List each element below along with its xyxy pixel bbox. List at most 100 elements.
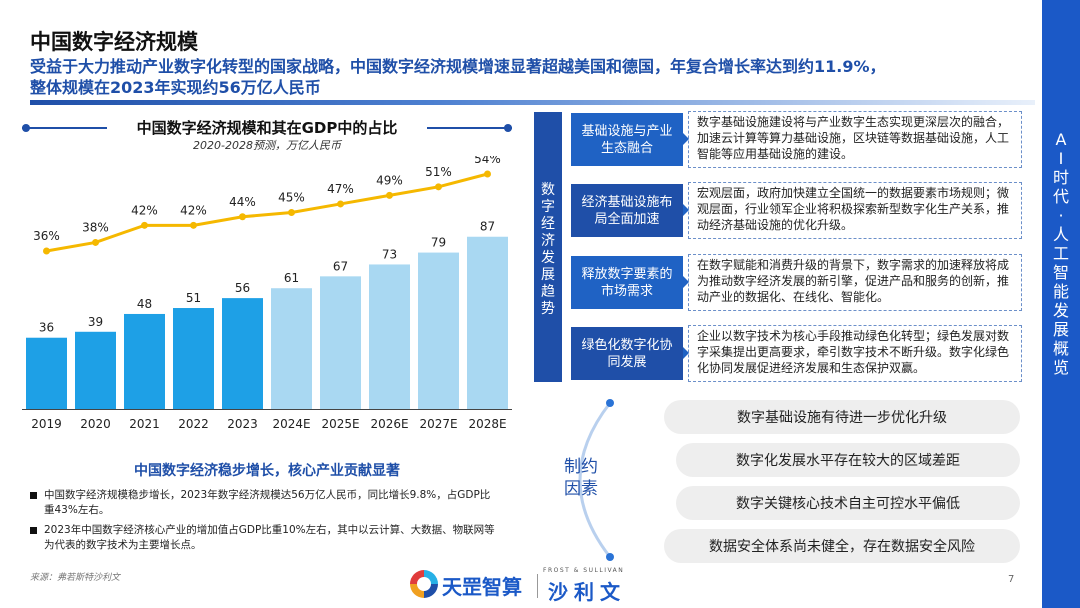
subtitle-line-1: 受益于大力推动产业数字化转型的国家战略，中国数字经济规模增速显著超越美国和德国，… [30,57,886,76]
bar-2019 [26,337,67,409]
side-char: 展 [1052,320,1069,339]
summary-title: 中国数字经济稳步增长，核心产业贡献显著 [134,463,400,479]
bar-value-label: 79 [431,236,446,250]
arc-dot [606,399,614,407]
gdp-share-label: 36% [33,229,60,243]
arrow-right-icon [683,347,689,359]
trend-title-3: 释放数字要素的市场需求 [571,256,683,309]
constraints-label-line: 因素 [564,479,598,499]
bar-value-label: 39 [88,315,103,329]
side-char: 发 [1052,301,1069,320]
bar-value-label: 87 [480,220,495,234]
side-char: 览 [1052,358,1069,377]
footer-logos: 天罡智算 FROST & SULLIVAN 沙利文 [410,566,640,606]
bar-2020 [75,331,116,409]
gdp-share-point [92,238,99,246]
subtitle-line-2: 整体规模在2023年实现约56万亿人民币 [30,78,321,97]
x-tick-label: 2028E [468,417,506,431]
side-char: 代 [1052,187,1069,206]
side-char: 人 [1052,225,1069,244]
arrow-right-icon [683,204,689,216]
side-band-text: A I 时 代 · 人 工 智 能 发 展 概 览 [1042,130,1080,377]
bar-2026E [369,264,410,409]
trend-desc-3: 在数字赋能和消费升级的背景下，数字需求的加速释放将成为推动数字经济发展的新引擎，… [688,254,1022,311]
bar-2024E [271,288,312,409]
gdp-share-label: 42% [180,203,207,217]
bar-value-label: 61 [284,271,299,285]
trend-title-4: 绿色化数字化协同发展 [571,327,683,380]
sullivan-cn-logo: 沙利文 [548,580,626,604]
x-tick-label: 2023 [227,417,258,431]
digital-economy-chart: 36 2019 39 2020 48 2021 51 2022 56 2023 61 2024E 67 2… [22,156,512,431]
trend-label-char: 济 [541,233,555,249]
arrow-right-icon [683,133,689,145]
gdp-share-label: 38% [82,220,109,234]
bar-2025E [320,276,361,409]
constraint-item-1: 数字基础设施有待进一步优化升级 [664,400,1020,434]
gdp-share-line [46,172,488,253]
bar-value-label: 67 [333,259,348,273]
bar-2022 [173,308,214,409]
x-tick-label: 2019 [31,417,62,431]
brand-name: 天罡智算 [442,575,522,599]
trend-label-char: 经 [541,216,555,232]
trend-label-char: 趋 [541,284,555,300]
chart-title: 中国数字经济规模和其在GDP中的占比 [136,119,398,137]
gdp-share-label: 51% [425,165,452,179]
trend-label-char: 展 [541,267,555,283]
gdp-share-point [141,221,148,229]
bar-value-label: 36 [39,321,54,335]
gdp-share-label: 44% [229,195,256,209]
frost-sullivan-wordmark: FROST & SULLIVAN [543,567,625,574]
trend-title-1: 基础设施与产业生态融合 [571,113,683,166]
gdp-share-point [386,191,393,199]
bar-2021 [124,313,165,409]
side-char: 工 [1052,244,1069,263]
constraints-label: 制约 因素 [556,456,606,500]
side-char: 能 [1052,282,1069,301]
gdp-share-point [435,183,442,191]
summary-bullets: 中国数字经济规模稳步增长，2023年数字经济规模达56万亿人民币，同比增长9.8… [30,488,500,558]
trend-title-2: 经济基础设施布局全面加速 [571,184,683,237]
chart-subtitle: 2020-2028预测，万亿人民币 [193,139,341,152]
side-char: 概 [1052,339,1069,358]
logo-divider [537,574,538,598]
gdp-share-label: 42% [131,203,158,217]
bar-value-label: 51 [186,291,201,305]
trend-desc-4: 企业以数字技术为核心手段推动绿色化转型；绿色发展对数字采集提出更高要求，牵引数字… [688,325,1022,382]
decor-line [22,127,107,129]
x-tick-label: 2025E [321,417,359,431]
side-char: 智 [1052,263,1069,282]
title-underline [30,100,1035,105]
x-tick-label: 2024E [272,417,310,431]
bullet-item: 2023年中国数字经济核心产业的增加值占GDP比重10%左右，其中以云计算、大数… [30,523,500,553]
constraint-item-2: 数字化发展水平存在较大的区域差距 [676,443,1020,477]
decor-line [427,127,512,129]
trend-label-char: 发 [541,250,555,266]
x-tick-label: 2022 [178,417,209,431]
bar-2023 [222,298,263,409]
arc-line [578,402,612,558]
chart-header: 中国数字经济规模和其在GDP中的占比 2020-2028预测，万亿人民币 [22,116,512,156]
side-band [1042,0,1080,608]
gdp-share-point [288,209,295,216]
arrow-right-icon [683,276,689,288]
page-title: 中国数字经济规模 [30,30,198,54]
constraint-item-4: 数据安全体系尚未健全，存在数据安全风险 [664,529,1020,563]
gdp-share-point [484,170,491,178]
bar-2028E [467,236,508,409]
gdp-share-point [337,200,344,208]
gdp-share-point [239,213,246,221]
constraint-item-3: 数字关键核心技术自主可控水平偏低 [676,486,1020,520]
trend-label-char: 势 [541,301,555,317]
trend-desc-1: 数字基础设施建设将与产业数字生态实现更深层次的融合，加速云计算等算力基础设施，区… [688,111,1022,168]
bullet-item: 中国数字经济规模稳步增长，2023年数字经济规模达56万亿人民币，同比增长9.8… [30,488,500,518]
gdp-share-label: 54% [474,156,501,166]
x-tick-label: 2021 [129,417,160,431]
gdp-share-label: 45% [278,191,305,205]
bar-value-label: 73 [382,247,397,261]
brand-logo-icon [410,570,438,598]
page-subtitle: 受益于大力推动产业数字化转型的国家战略，中国数字经济规模增速显著超越美国和德国，… [30,56,1030,98]
gdp-share-label: 49% [376,173,403,187]
trend-label-char: 数 [541,182,555,198]
